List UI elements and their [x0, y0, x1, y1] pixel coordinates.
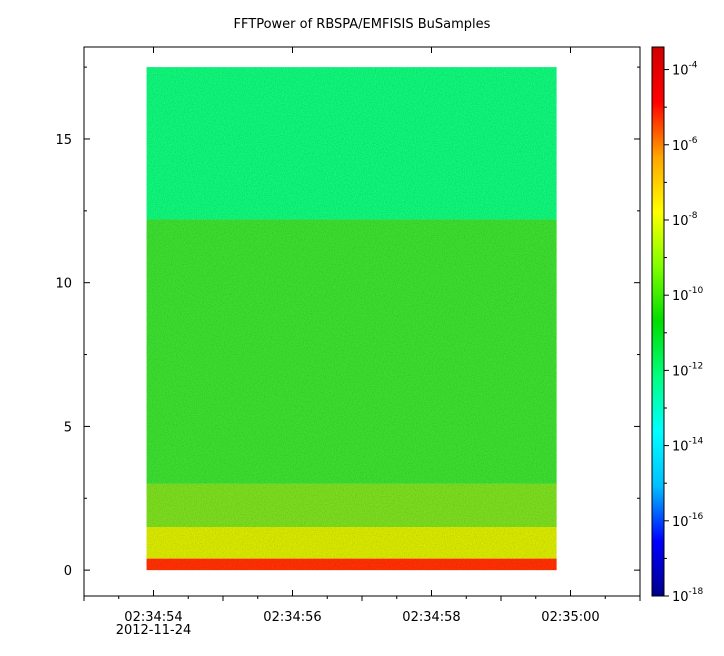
x-tick-label: 02:34:54 — [124, 610, 182, 625]
y-tick-label: 0 — [64, 564, 72, 579]
x-tick-sublabel: 2012-11-24 — [116, 623, 192, 638]
spectrogram-band-0 — [146, 67, 557, 220]
chart-title: FFTPower of RBSPA/EMFISIS BuSamples — [233, 17, 491, 32]
colorbar-tick-label: 10-12 — [672, 361, 703, 379]
spectrogram-band-3 — [146, 527, 557, 559]
colorbar-tick-label: 10-10 — [672, 286, 704, 304]
colorbar-tick-label: 10-8 — [672, 211, 698, 229]
y-axis: 0 5 10 15 — [55, 66, 640, 579]
colorbar-tick-label: 10-14 — [672, 437, 704, 455]
spectrogram-band-4 — [146, 558, 557, 571]
colorbar-tick-label: 10-4 — [672, 61, 698, 79]
colorbar-axis: 10-4 10-6 10-8 10-10 10-12 10-14 10-16 10-18 — [664, 61, 704, 605]
x-tick-label: 02:34:58 — [402, 610, 460, 625]
spectrogram-band-2 — [146, 483, 557, 528]
spectrogram-bands — [146, 67, 557, 571]
y-tick-label: 5 — [64, 420, 72, 435]
colorbar-tick-label: 10-16 — [672, 512, 704, 530]
y-tick-label: 10 — [55, 277, 72, 292]
colorbar-tick-label: 10-6 — [672, 136, 698, 154]
x-tick-label: 02:34:56 — [263, 610, 321, 625]
y-tick-label: 15 — [55, 133, 72, 148]
spectrogram-band-1 — [146, 219, 557, 484]
colorbar-tick-label: 10-18 — [672, 587, 704, 605]
colorbar — [651, 46, 665, 597]
x-tick-label: 02:35:00 — [541, 610, 599, 625]
